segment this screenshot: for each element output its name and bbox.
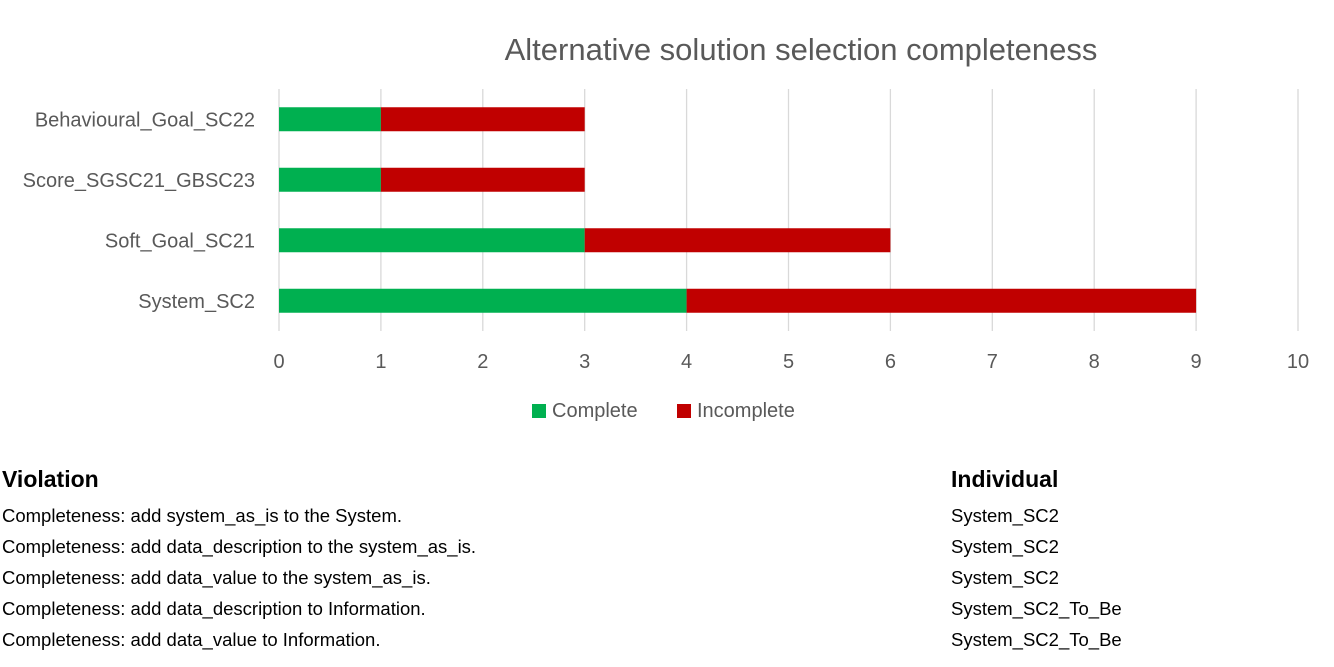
violation-cell: Completeness: add system_as_is to the Sy… (2, 505, 402, 526)
violation-cell: Completeness: add data_value to the syst… (2, 567, 431, 588)
bar-complete-3 (279, 288, 687, 313)
bar-incomplete-0 (380, 107, 585, 132)
x-tick-label: 8 (1089, 351, 1100, 373)
individual-cell: System_SC2_To_Be (951, 629, 1122, 650)
bar-incomplete-2 (584, 228, 891, 253)
x-tick-label: 5 (783, 351, 794, 373)
category-labels: Behavioural_Goal_SC22 Score_SGSC21_GBSC23… (23, 109, 255, 313)
category-label: System_SC2 (138, 291, 255, 313)
category-label: Score_SGSC21_GBSC23 (23, 170, 255, 192)
chart: Alternative solution selection completen… (23, 32, 1309, 422)
table-row: Completeness: add data_value to Informat… (2, 624, 1332, 655)
x-tick-label: 6 (885, 351, 896, 373)
x-tick-label: 9 (1191, 351, 1202, 373)
legend-swatch-incomplete (677, 404, 691, 418)
bars (279, 107, 1197, 313)
category-label: Behavioural_Goal_SC22 (35, 109, 255, 131)
individual-cell: System_SC2 (951, 505, 1059, 526)
bar-complete-1 (279, 167, 381, 192)
category-label: Soft_Goal_SC21 (105, 230, 255, 252)
violation-cell: Completeness: add data_description to In… (2, 598, 426, 619)
legend-label-complete: Complete (552, 400, 638, 422)
x-tick-label: 0 (273, 351, 284, 373)
legend: Complete Incomplete (532, 400, 795, 422)
table-row: Completeness: add system_as_is to the Sy… (2, 500, 1332, 531)
violations-table: Violation Individual Completeness: add s… (2, 464, 1332, 667)
individual-cell: System_SC2 (951, 567, 1059, 588)
legend-label-incomplete: Incomplete (697, 400, 795, 422)
bar-complete-2 (279, 228, 585, 253)
individual-cell: System_SC2 (951, 536, 1059, 557)
x-tick-label: 3 (579, 351, 590, 373)
x-tick-label: 7 (987, 351, 998, 373)
violation-cell: Completeness: add data_value to Informat… (2, 629, 381, 650)
bar-incomplete-1 (380, 167, 585, 192)
violation-cell: Completeness: add data_description to th… (2, 536, 477, 557)
bar-complete-0 (279, 107, 381, 132)
table-row: Completeness: add data_value to the syst… (2, 562, 1332, 593)
individual-header: Individual (951, 466, 1059, 492)
table-row: Completeness: add data_description to In… (2, 593, 1332, 624)
chart-title: Alternative solution selection completen… (505, 32, 1098, 67)
bar-incomplete-3 (686, 288, 1197, 313)
x-axis-ticks: 0 1 2 3 4 5 6 7 8 9 10 (273, 351, 1309, 373)
x-tick-label: 10 (1287, 351, 1309, 373)
violation-header: Violation (2, 466, 99, 492)
table-row: Completeness: add data_description to th… (2, 531, 1332, 562)
individual-cell: System_SC2_To_Be (951, 598, 1122, 619)
legend-swatch-complete (532, 404, 546, 418)
x-tick-label: 1 (375, 351, 386, 373)
x-tick-label: 2 (477, 351, 488, 373)
x-tick-label: 4 (681, 351, 692, 373)
